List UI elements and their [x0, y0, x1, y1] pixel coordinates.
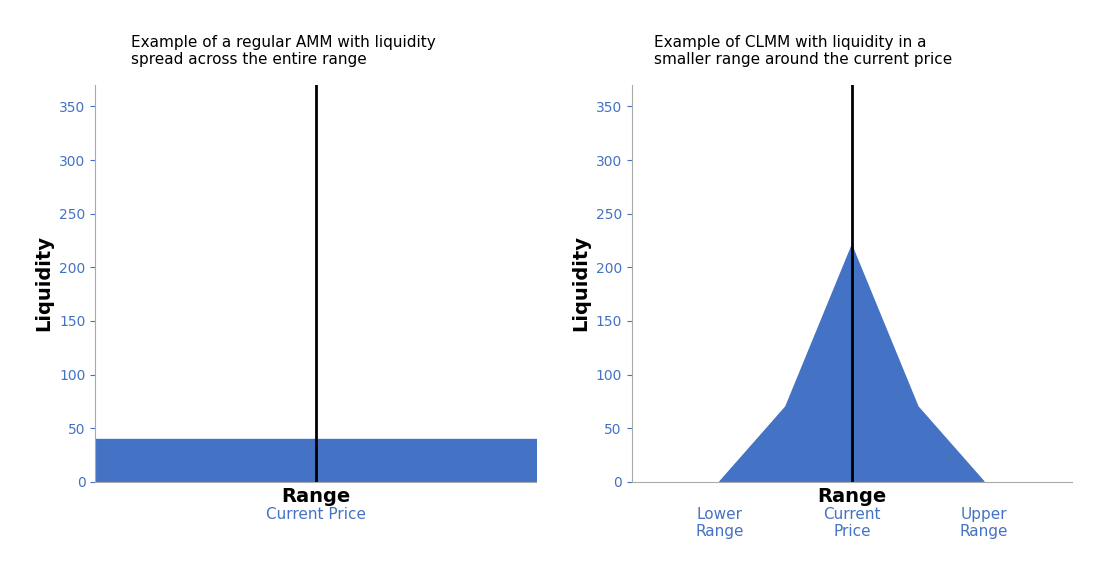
- Text: Example of CLMM with liquidity in a
smaller range around the current price: Example of CLMM with liquidity in a smal…: [653, 34, 952, 67]
- X-axis label: Range: Range: [817, 487, 887, 506]
- X-axis label: Range: Range: [281, 487, 351, 506]
- Y-axis label: Liquidity: Liquidity: [571, 235, 590, 331]
- Text: Lower
Range: Lower Range: [695, 507, 744, 540]
- Y-axis label: Liquidity: Liquidity: [34, 235, 54, 331]
- Text: Current
Price: Current Price: [824, 507, 881, 540]
- Text: Example of a regular AMM with liquidity
spread across the entire range: Example of a regular AMM with liquidity …: [131, 34, 435, 67]
- Text: Current Price: Current Price: [266, 507, 365, 522]
- Polygon shape: [720, 246, 984, 482]
- Text: Upper
Range: Upper Range: [960, 507, 1008, 540]
